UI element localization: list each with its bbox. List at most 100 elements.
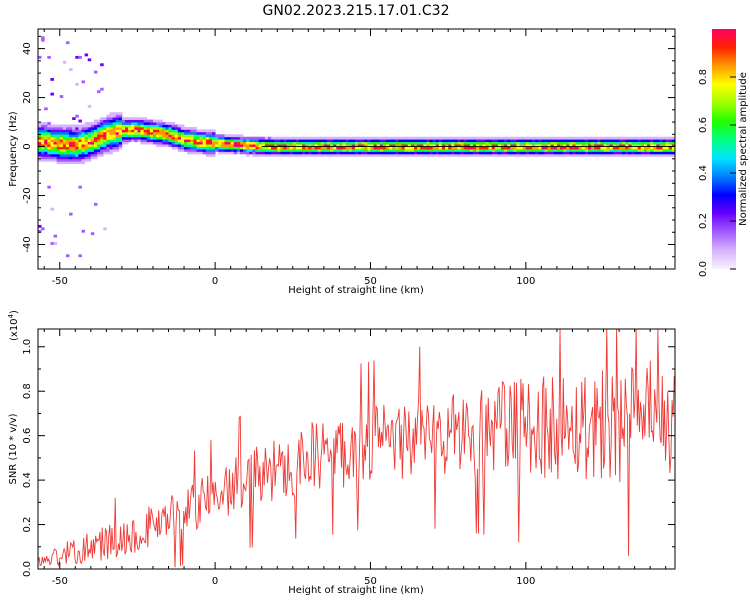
heatmap-cell xyxy=(516,144,521,147)
heatmap-cell xyxy=(556,141,561,145)
heatmap-cell xyxy=(488,144,493,147)
heatmap-cell xyxy=(650,151,654,155)
heatmap-cell xyxy=(612,139,617,143)
heatmap-cell xyxy=(165,122,169,125)
heatmap-cell xyxy=(563,141,567,145)
heatmap-cell xyxy=(308,149,312,152)
heatmap-cell xyxy=(227,139,232,143)
heatmap-cell xyxy=(230,139,235,143)
heatmap-cell xyxy=(50,207,54,211)
heatmap-cell xyxy=(118,139,123,143)
heatmap-cell xyxy=(53,153,58,157)
heatmap-cell xyxy=(603,146,608,150)
heatmap-cell xyxy=(351,139,356,143)
heatmap-cell xyxy=(90,153,95,157)
heatmap-cell xyxy=(553,136,558,140)
heatmap-cell xyxy=(516,149,521,152)
heatmap-cell xyxy=(563,136,567,140)
heatmap-cell xyxy=(286,146,291,150)
heatmap-cell xyxy=(460,141,465,145)
heatmap-cell xyxy=(628,141,632,145)
heatmap-cell xyxy=(426,149,430,152)
heatmap-cell xyxy=(159,144,163,147)
heatmap-cell xyxy=(118,134,123,138)
heatmap-cell xyxy=(208,136,213,140)
heatmap-cell xyxy=(563,139,567,143)
heatmap-cell xyxy=(128,122,132,125)
heatmap-cell xyxy=(668,146,673,150)
heatmap-cell xyxy=(376,144,381,147)
heatmap-cell xyxy=(507,146,511,150)
heatmap-cell xyxy=(118,114,123,118)
heatmap-cell xyxy=(382,149,387,152)
heatmap-cell xyxy=(156,122,160,125)
heatmap-cell xyxy=(525,153,530,157)
chart-title: GN02.2023.215.17.01.C32 xyxy=(263,3,450,19)
heatmap-cell xyxy=(56,161,61,165)
heatmap-cell xyxy=(382,153,387,157)
colorbar-ticks: 0.00.20.40.60.8 xyxy=(698,69,736,277)
heatmap-cell xyxy=(578,136,583,140)
heatmap-cell xyxy=(643,153,648,157)
heatmap-cell xyxy=(510,144,514,147)
heatmap-cell xyxy=(212,131,216,135)
heatmap-cell xyxy=(53,136,58,140)
heatmap-cell xyxy=(336,136,340,140)
heatmap-cell xyxy=(47,149,51,152)
heatmap-cell xyxy=(177,141,182,145)
heatmap-cell xyxy=(143,134,148,138)
heatmap-cell xyxy=(597,149,601,152)
heatmap-cell xyxy=(72,134,76,138)
heatmap-cell xyxy=(423,141,427,145)
heatmap-cell xyxy=(47,156,51,160)
heatmap-cell xyxy=(479,139,483,143)
heatmap-cell xyxy=(65,134,70,138)
heatmap-cell xyxy=(165,134,169,138)
heatmap-cell xyxy=(59,156,64,160)
heatmap-cell xyxy=(528,146,533,150)
heatmap-cell xyxy=(671,149,676,152)
heatmap-cell xyxy=(588,151,592,155)
heatmap-cell xyxy=(72,139,76,143)
heatmap-cell xyxy=(619,139,623,143)
heatmap-cell xyxy=(451,149,455,152)
heatmap-cell xyxy=(215,149,219,152)
heatmap-cell xyxy=(519,141,524,145)
heatmap-cell xyxy=(572,136,576,140)
heatmap-cell xyxy=(650,136,654,140)
heatmap-cell xyxy=(162,139,166,143)
heatmap-cell xyxy=(295,151,300,155)
heatmap-cell xyxy=(544,139,548,143)
heatmap-cell xyxy=(569,153,573,157)
heatmap-cell xyxy=(292,151,297,155)
heatmap-cell xyxy=(59,151,64,155)
heatmap-cell xyxy=(205,144,210,147)
heatmap-cell xyxy=(566,153,570,157)
heatmap-cell xyxy=(491,139,496,143)
snr-y-scale: (x104) xyxy=(7,310,20,341)
heatmap-cell xyxy=(115,129,120,133)
heatmap-cell xyxy=(435,139,440,143)
heatmap-cell xyxy=(597,136,601,140)
heatmap-cell xyxy=(457,139,461,143)
heatmap-cell xyxy=(560,149,564,152)
heatmap-cell xyxy=(243,141,247,145)
heatmap-cell xyxy=(280,141,284,145)
heatmap-cell xyxy=(199,141,204,145)
heatmap-cell xyxy=(56,151,61,155)
heatmap-cell xyxy=(497,139,502,143)
heatmap-cell xyxy=(184,139,188,143)
heatmap-cell xyxy=(339,151,343,155)
heatmap-cell xyxy=(513,136,517,140)
heatmap-cell xyxy=(382,146,387,150)
heatmap-cell xyxy=(640,139,645,143)
heatmap-cell xyxy=(38,124,42,128)
heatmap-cell xyxy=(491,153,496,157)
heatmap-cell xyxy=(382,151,387,155)
heatmap-cell xyxy=(137,124,141,128)
heatmap-cell xyxy=(193,139,197,143)
heatmap-cell xyxy=(81,131,86,135)
heatmap-cell xyxy=(413,139,418,143)
heatmap-cell xyxy=(364,136,368,140)
